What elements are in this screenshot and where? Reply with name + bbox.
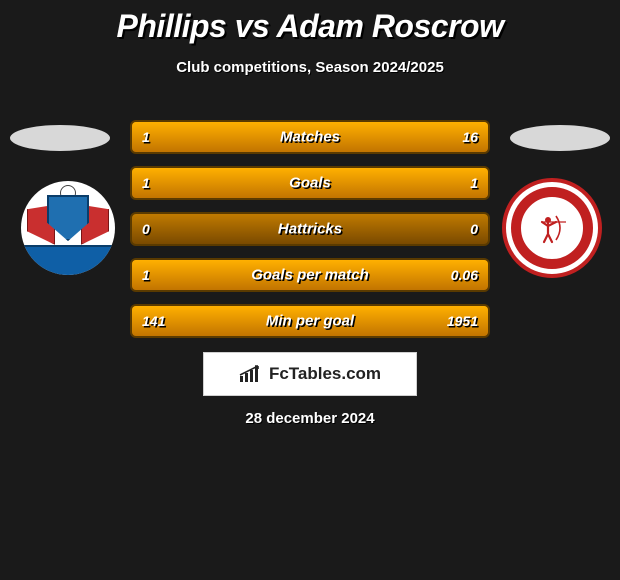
stat-row-matches: 1 Matches 16 — [130, 120, 490, 154]
stat-label: Hattricks — [278, 221, 342, 238]
stat-row-min-per-goal: 141 Min per goal 1951 — [130, 304, 490, 338]
stat-label: Matches — [280, 129, 340, 146]
stat-value-right: 1 — [470, 175, 478, 191]
stat-label: Goals — [289, 175, 331, 192]
stat-row-hattricks: 0 Hattricks 0 — [130, 212, 490, 246]
stat-value-left: 1 — [142, 267, 150, 283]
stat-value-right: 0 — [470, 221, 478, 237]
stats-container: 1 Matches 16 1 Goals 1 0 Hattricks 0 1 G… — [130, 120, 490, 350]
date-label: 28 december 2024 — [0, 410, 620, 427]
stat-row-goals-per-match: 1 Goals per match 0.06 — [130, 258, 490, 292]
stat-value-right: 16 — [462, 129, 478, 145]
stat-value-left: 0 — [142, 221, 150, 237]
club-crest-right — [502, 178, 602, 278]
stat-bar-right — [310, 168, 488, 198]
crest-ribbon-icon — [21, 245, 115, 275]
player-right-avatar — [510, 125, 610, 151]
stat-value-right: 1951 — [447, 313, 478, 329]
club-crest-left — [18, 178, 118, 278]
archer-icon — [536, 212, 568, 244]
stat-row-goals: 1 Goals 1 — [130, 166, 490, 200]
player-left-avatar — [10, 125, 110, 151]
stat-value-left: 141 — [142, 313, 165, 329]
stat-label: Min per goal — [266, 313, 354, 330]
brand-text: FcTables.com — [269, 364, 381, 384]
bar-chart-icon — [239, 365, 263, 383]
stat-value-right: 0.06 — [451, 267, 478, 283]
page-title: Phillips vs Adam Roscrow — [0, 0, 620, 45]
stat-value-left: 1 — [142, 129, 150, 145]
subtitle: Club competitions, Season 2024/2025 — [0, 59, 620, 76]
brand-link[interactable]: FcTables.com — [203, 352, 417, 396]
stat-label: Goals per match — [251, 267, 369, 284]
stat-bar-left — [132, 168, 310, 198]
stat-value-left: 1 — [142, 175, 150, 191]
